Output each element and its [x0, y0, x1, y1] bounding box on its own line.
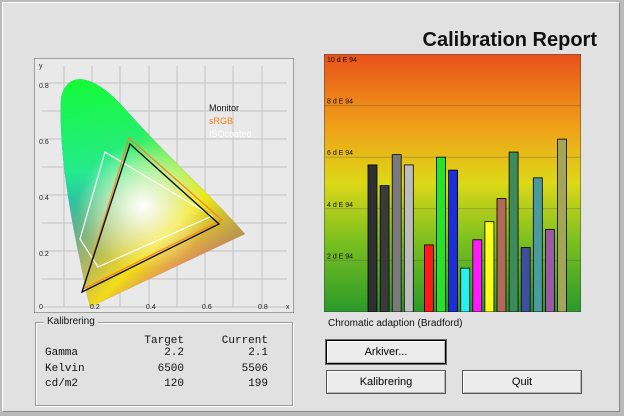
y-tick-label: 8 d E 94 [327, 99, 353, 106]
srgb-gamut [82, 136, 224, 291]
group-label: Kalibrering [44, 316, 98, 327]
bar [544, 229, 555, 312]
bar [472, 239, 483, 312]
x-axis-label: x [286, 304, 290, 311]
calibrate-button[interactable]: Kalibrering [326, 370, 446, 394]
bar [367, 164, 378, 312]
bar [391, 154, 402, 312]
legend-isocoated: ISOcoated [209, 129, 252, 139]
bar [436, 156, 446, 312]
y-tick-label: 6 d E 94 [327, 150, 353, 157]
chart-caption: Chromatic adaption (Bradford) [328, 318, 463, 329]
column-header-current: Current [221, 335, 268, 347]
y-tick-label: 4 d E 94 [327, 202, 353, 209]
y-tick-label: 10 d E 94 [327, 57, 357, 64]
luminance-current-value: 199 [248, 378, 268, 390]
bar [379, 185, 390, 312]
row-label-luminance: cd/m2 [45, 378, 79, 390]
column-header-target: Target [144, 335, 184, 347]
page-title: Calibration Report [422, 29, 597, 51]
x-tick-label: 0.8 [258, 304, 268, 311]
bar [424, 244, 434, 312]
cie-chromaticity-plot: y x 0.8 0.6 0.4 0.2 0 0.2 0.4 0.6 0.8 Mo… [34, 58, 294, 313]
x-tick-label: 0.6 [202, 304, 212, 311]
legend-srgb: sRGB [209, 116, 233, 126]
calibration-group: Kalibrering Target Current Gamma 2.2 2.1… [35, 316, 293, 406]
delta-e-bar-chart: 2 d E 94 4 d E 94 6 d E 94 8 d E 94 10 d E 9… [324, 54, 581, 312]
y-tick-label: 2 d E 94 [327, 253, 353, 260]
legend-monitor: Monitor [209, 103, 239, 113]
bar [460, 267, 471, 312]
y-tick-label: 0.4 [39, 195, 49, 202]
bar [496, 198, 507, 312]
y-tick-label: 0.8 [39, 83, 49, 90]
gamma-current-value: 2.1 [248, 347, 268, 359]
quit-button[interactable]: Quit [462, 370, 582, 394]
y-tick-label: 0.6 [39, 139, 49, 146]
kelvin-current-value: 5506 [241, 363, 268, 375]
luminance-target-value: 120 [164, 378, 184, 390]
gamma-target-value: 2.2 [164, 347, 184, 359]
y-axis-label: y [39, 63, 43, 70]
x-tick-label: 0.4 [146, 304, 156, 311]
archive-button[interactable]: Arkiver... [325, 339, 447, 365]
bar [403, 164, 414, 312]
x-tick-label: 0 [39, 304, 43, 311]
row-label-gamma: Gamma [45, 347, 79, 359]
y-tick-label: 0.2 [39, 251, 49, 258]
isocoated-gamut [79, 151, 214, 268]
x-tick-label: 0.2 [90, 304, 100, 311]
row-label-kelvin: Kelvin [45, 363, 85, 375]
kelvin-target-value: 6500 [157, 363, 184, 375]
bar [508, 151, 519, 312]
bar [484, 221, 495, 312]
bar [448, 169, 458, 312]
monitor-gamut [80, 142, 221, 294]
bar [532, 177, 543, 312]
bar [557, 138, 567, 312]
bar [520, 247, 531, 312]
